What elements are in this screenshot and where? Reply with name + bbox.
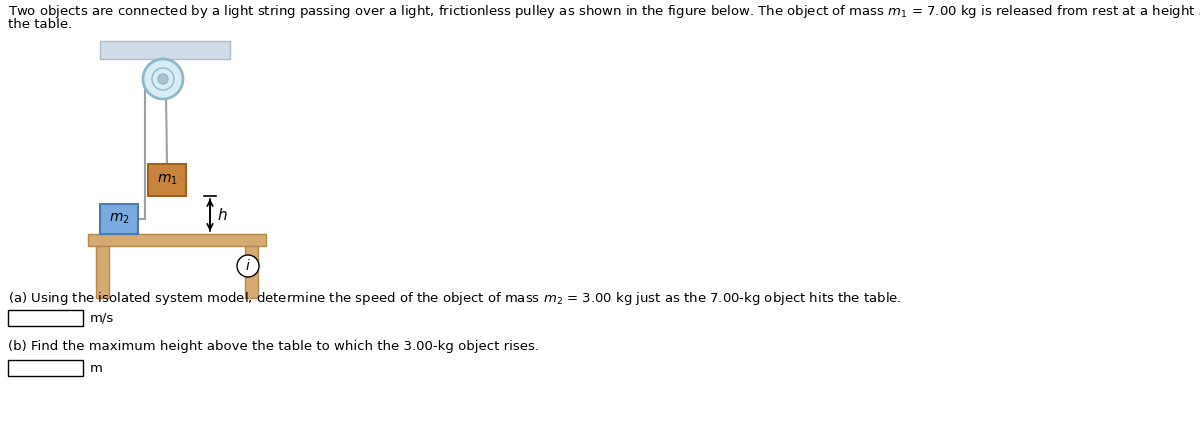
Circle shape xyxy=(152,68,174,90)
Bar xyxy=(100,41,230,59)
Circle shape xyxy=(143,59,182,99)
Text: the table.: the table. xyxy=(8,18,72,31)
Bar xyxy=(8,310,83,326)
Bar xyxy=(100,204,138,234)
Text: $m_2$: $m_2$ xyxy=(109,212,130,226)
Text: $h$: $h$ xyxy=(217,207,228,223)
Text: (a) Using the isolated system model, determine the speed of the object of mass $: (a) Using the isolated system model, det… xyxy=(8,290,901,307)
Bar xyxy=(8,360,83,376)
Text: $i$: $i$ xyxy=(245,259,251,273)
Text: m: m xyxy=(90,362,103,374)
Bar xyxy=(96,246,109,298)
Circle shape xyxy=(158,74,168,84)
Text: Two objects are connected by a light string passing over a light, frictionless p: Two objects are connected by a light str… xyxy=(8,3,1200,20)
Text: $m_1$: $m_1$ xyxy=(157,173,178,187)
Text: m/s: m/s xyxy=(90,312,114,324)
Circle shape xyxy=(238,255,259,277)
Bar xyxy=(148,164,186,196)
Text: (b) Find the maximum height above the table to which the 3.00-kg object rises.: (b) Find the maximum height above the ta… xyxy=(8,340,539,353)
Bar xyxy=(245,246,258,298)
Bar xyxy=(88,234,266,246)
